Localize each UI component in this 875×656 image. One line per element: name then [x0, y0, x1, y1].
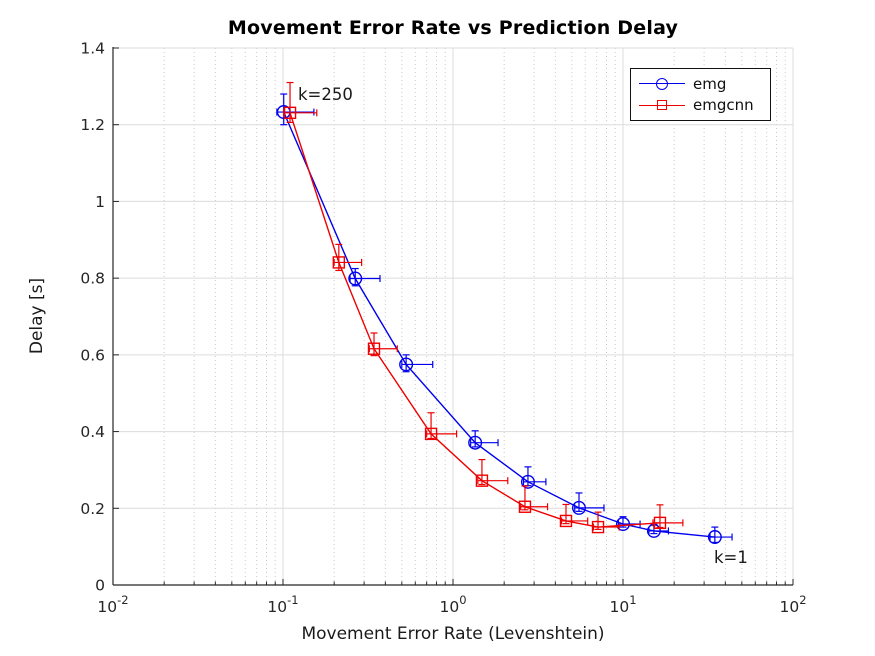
svg-text:1.2: 1.2	[80, 116, 105, 134]
data-point-emgcnn	[367, 342, 381, 355]
grid-minor	[163, 48, 786, 585]
svg-text:0.6: 0.6	[80, 346, 105, 364]
series-line-emg	[283, 111, 715, 538]
svg-text:100: 100	[439, 593, 466, 616]
square-marker-icon	[657, 100, 667, 111]
data-point-emgcnn	[559, 514, 573, 528]
svg-text:0: 0	[95, 577, 105, 595]
svg-text:1: 1	[95, 193, 105, 211]
svg-text:10-2: 10-2	[97, 593, 128, 616]
legend-label-emg: emg	[693, 74, 727, 93]
data-point-emgcnn	[332, 256, 346, 269]
x-axis-label: Movement Error Rate (Levenshtein)	[301, 624, 605, 644]
y-tick-labels: 0 0.2 0.4 0.6 0.8 1 1.2 1.4	[80, 40, 105, 595]
data-point-emgcnn	[475, 474, 489, 487]
legend-item-emgcnn: emgcnn	[639, 96, 764, 114]
legend: emg emgcnn	[630, 68, 771, 121]
data-point-emg	[707, 530, 722, 545]
data-point-emgcnn	[653, 516, 667, 530]
svg-text:0.8: 0.8	[80, 270, 105, 288]
legend-item-emg: emg	[639, 75, 764, 93]
annotation-k-250: k=250	[298, 85, 353, 104]
data-point-emgcnn	[591, 520, 605, 534]
svg-text:101: 101	[609, 593, 636, 616]
circle-marker-icon	[656, 77, 668, 90]
data-point-emgcnn	[518, 500, 532, 513]
svg-text:1.4: 1.4	[80, 40, 105, 58]
data-point-emg	[571, 500, 586, 515]
data-point-emg	[468, 435, 483, 450]
axis-ticks	[112, 47, 794, 586]
series-emg	[276, 93, 733, 545]
svg-text:0.4: 0.4	[80, 423, 105, 441]
series-line-emgcnn	[289, 112, 661, 528]
svg-text:102: 102	[779, 593, 806, 616]
data-point-emg	[399, 357, 414, 372]
legend-line	[639, 104, 685, 107]
annotation-k-1: k=1	[714, 548, 748, 567]
emgcnn-line-sample	[639, 98, 685, 113]
series-emgcnn	[283, 81, 684, 534]
svg-text:10-1: 10-1	[267, 593, 298, 616]
x-tick-labels: 10-2 10-1 100 101 102	[97, 593, 806, 616]
legend-label-emgcnn: emgcnn	[693, 96, 754, 115]
data-point-emg	[520, 474, 535, 489]
data-point-emg	[348, 271, 363, 286]
chart-title: Movement Error Rate vs Prediction Delay	[227, 17, 679, 39]
y-axis-label: Delay [s]	[27, 277, 47, 355]
annotations: k=250 k=1	[298, 85, 748, 567]
data-point-emgcnn	[424, 427, 438, 441]
emg-line-sample	[639, 76, 685, 91]
data-point-emgcnn	[283, 106, 297, 120]
grid-major	[113, 47, 794, 585]
data-point-emg	[616, 517, 631, 532]
svg-text:0.2: 0.2	[80, 500, 105, 518]
